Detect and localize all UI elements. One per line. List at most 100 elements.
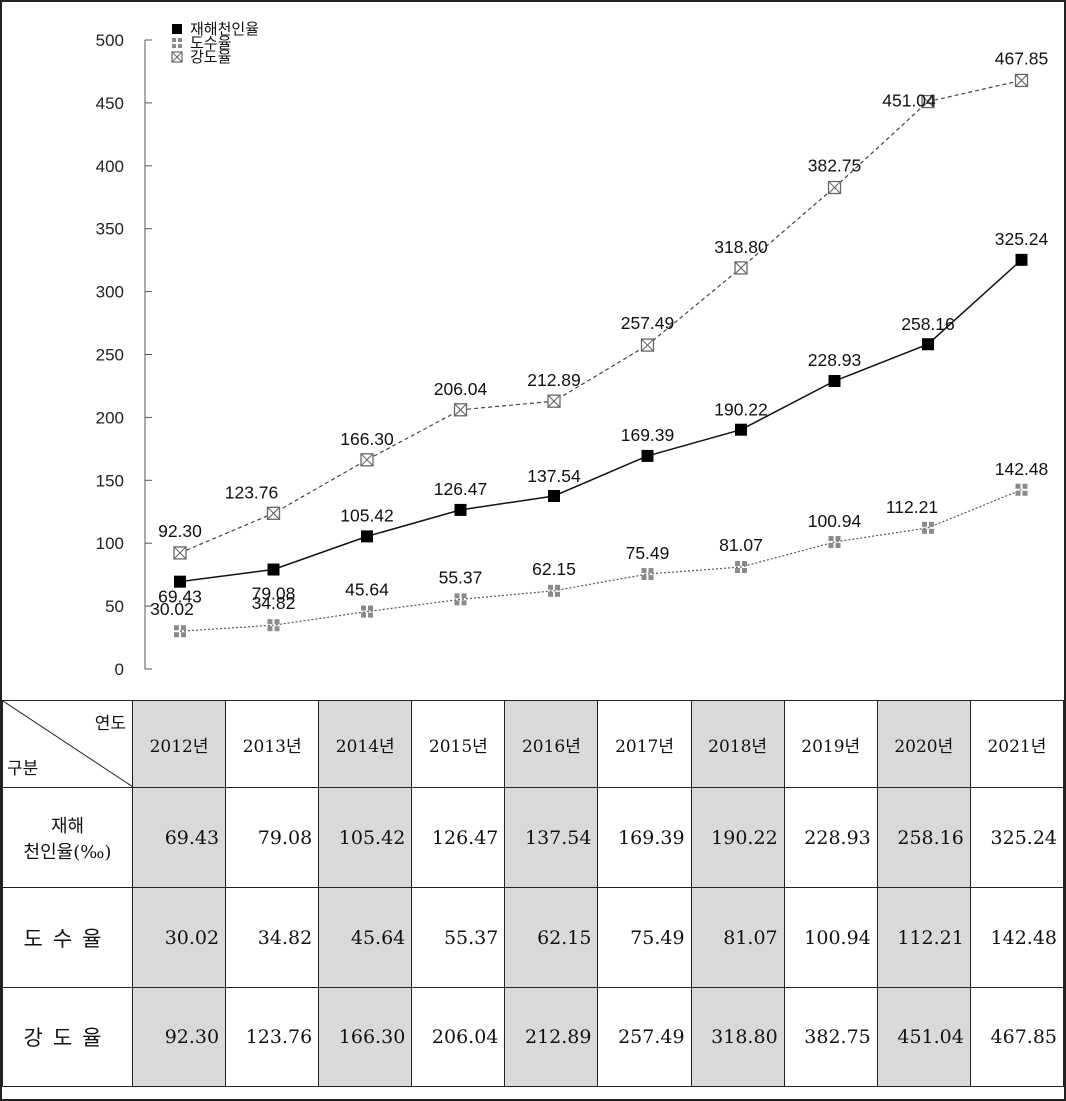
table-cell: 382.75 (783, 987, 878, 1087)
data-label: 137.54 (527, 466, 581, 486)
data-point (453, 403, 468, 417)
data-label: 92.30 (158, 521, 202, 541)
data-label: 258.16 (901, 314, 955, 334)
data-point (547, 394, 561, 408)
data-label: 206.04 (434, 379, 488, 399)
data-point (922, 338, 934, 351)
data-point (267, 619, 280, 632)
table-cell: 142.48 (969, 887, 1065, 988)
marker-cell (548, 584, 553, 590)
data-point (548, 489, 560, 502)
data-label: 69.43 (158, 587, 202, 607)
marker-cell (555, 591, 560, 597)
series-재해천인율: 69.43 79.08 105.42 126.47 137.54 169.39 190.22… (158, 229, 1048, 607)
marker-cell (1015, 490, 1021, 496)
marker-cell (548, 591, 553, 597)
data-point (174, 575, 186, 588)
table-cell: 325.24 (969, 787, 1065, 888)
marker-square (361, 530, 373, 543)
corner-category-label: 구분 (7, 759, 39, 779)
table-cell: 467.85 (969, 987, 1065, 1087)
data-label: 100.94 (808, 511, 862, 531)
marker-cell (454, 600, 460, 606)
table-cell: 34.82 (225, 887, 320, 988)
marker-cell (1022, 483, 1028, 489)
legend-label: 강도율 (190, 48, 231, 66)
marker-square (922, 338, 934, 351)
data-label: 79.08 (252, 584, 296, 604)
year-header: 2017년 (597, 700, 692, 788)
data-point (735, 561, 747, 574)
row-label-injury-rate: 재해 천인율(‰) (2, 787, 133, 888)
data-label: 45.64 (345, 580, 389, 600)
corner-year-label: 연도 (94, 714, 126, 734)
table-row-injury-rate: 재해 천인율(‰) 69.43 79.08 105.42 126.47 137.… (2, 787, 1065, 888)
table-cell: 258.16 (876, 787, 971, 888)
data-label: 75.49 (626, 543, 670, 563)
year-header: 2018년 (690, 700, 785, 788)
marker-square (828, 375, 841, 388)
data-point (735, 423, 747, 436)
data-point (267, 563, 280, 576)
data-label: 169.39 (621, 425, 675, 445)
marker-cell (742, 568, 747, 574)
data-label: 81.07 (719, 535, 763, 555)
year-header: 2016년 (504, 700, 599, 788)
table-cell: 228.93 (783, 787, 878, 888)
legend-marker (172, 38, 176, 42)
marker-cell (641, 575, 647, 581)
marker-cell (361, 612, 366, 618)
data-label: 228.93 (808, 350, 862, 370)
table-cell: 92.30 (131, 987, 227, 1087)
table-cell: 100.94 (783, 887, 878, 988)
table-cell: 451.04 (876, 987, 971, 1087)
series-line (179, 259, 1023, 583)
data-point (922, 521, 934, 534)
marker-cell (1022, 490, 1028, 496)
marker-cell (181, 632, 186, 638)
data-label: 212.89 (527, 370, 581, 390)
series-layer: 69.43 79.08 105.42 126.47 137.54 169.39 190.22… (150, 48, 1049, 638)
marker-cell (835, 536, 841, 542)
marker-cell (274, 619, 280, 625)
data-label: 325.24 (995, 229, 1049, 249)
data-label: 451.04 (882, 91, 936, 111)
legend-label: 도수율 (190, 34, 231, 52)
marker-cross (921, 95, 935, 108)
data-label: 126.47 (434, 479, 488, 499)
marker-cell (742, 561, 747, 567)
marker-cross (1015, 74, 1028, 87)
marker-cell (368, 605, 373, 611)
corner-diagonal (3, 701, 133, 787)
y-tick-label: 200 (96, 408, 124, 427)
data-label: 123.76 (225, 482, 279, 502)
year-header: 2021년 (969, 700, 1065, 788)
year-header: 2015년 (411, 700, 506, 788)
y-tick-label: 50 (105, 597, 124, 616)
marker-square (641, 449, 654, 462)
data-label: 62.15 (532, 559, 576, 579)
series-line (179, 79, 1022, 554)
legend-item: 재해천인율 (172, 20, 259, 38)
marker-cross (641, 338, 654, 352)
marker-cell (461, 593, 467, 599)
marker-square (267, 563, 280, 576)
data-point (640, 338, 655, 352)
data-label: 190.22 (714, 400, 768, 420)
marker-square (174, 575, 186, 588)
marker-square (1015, 253, 1028, 266)
data-label: 382.75 (808, 156, 862, 176)
marker-cell (174, 625, 179, 631)
table-row-severity-rate: 강도율 92.30 123.76 166.30 206.04 212.89 25… (2, 987, 1065, 1087)
row-label-line: 천인율(‰) (23, 841, 112, 863)
legend-marker (178, 44, 182, 48)
legend-item: 도수율 (172, 34, 231, 52)
data-point (734, 261, 748, 275)
marker-cell (267, 619, 273, 625)
data-label: 30.02 (150, 599, 194, 619)
marker-cell (454, 593, 460, 599)
data-point (828, 536, 841, 549)
marker-cell (1015, 483, 1021, 489)
table-cell: 166.30 (318, 987, 413, 1087)
series-line (179, 489, 1022, 632)
